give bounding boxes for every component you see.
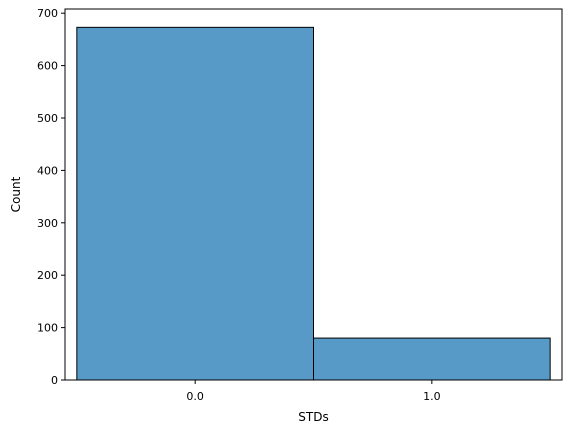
y-tick-label-200: 200 [37,269,58,282]
y-tick-label-400: 400 [37,164,58,177]
bar-0.0 [76,26,315,381]
x-tick-label-1.0: 1.0 [423,390,441,403]
axes-frame [64,8,563,381]
x-tick-label-0.0: 0.0 [186,390,204,403]
ticks-layer: 0 100 200 300 400 500 600 700 0.0 1.0 [37,7,441,403]
y-tick-label-300: 300 [37,217,58,230]
bar-1.0 [313,337,551,381]
y-tick-label-700: 700 [37,7,58,20]
y-axis-label: Count [9,176,23,212]
bars-layer [76,26,551,381]
y-tick-label-600: 600 [37,60,58,73]
x-axis-label: STDs [298,410,328,424]
y-tick-label-0: 0 [51,374,58,387]
y-tick-label-500: 500 [37,112,58,125]
y-tick-label-100: 100 [37,322,58,335]
